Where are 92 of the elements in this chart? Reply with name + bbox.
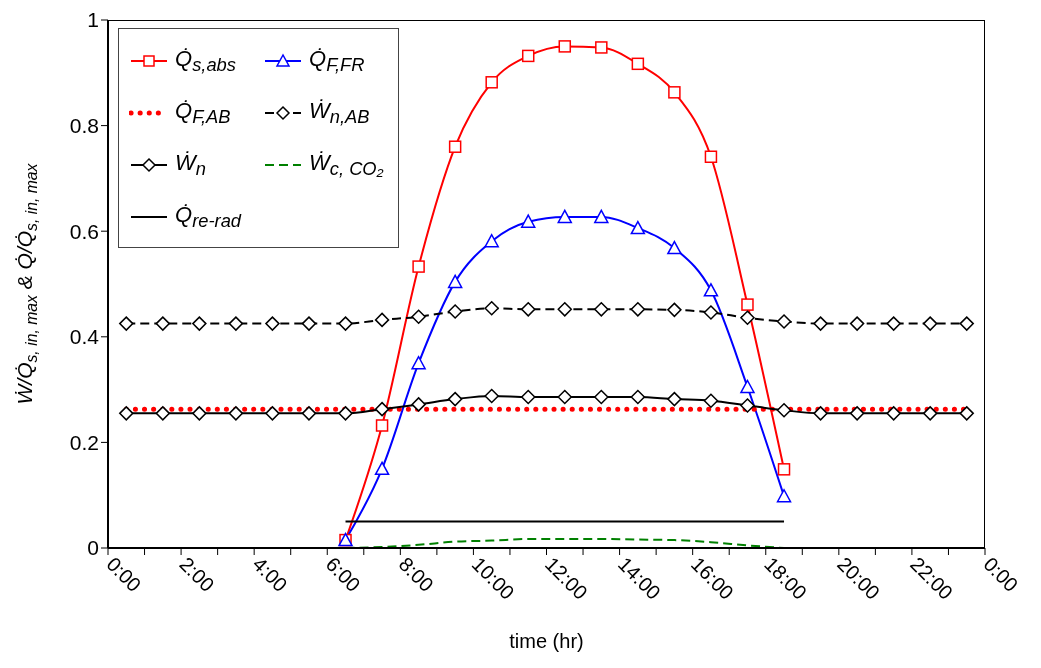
point [192,316,207,331]
point [411,355,426,370]
x-axis-title: time (hr) [509,630,584,652]
point [374,401,390,417]
x-tick-label: 0:00 [979,552,1023,596]
point [886,406,901,421]
point [447,391,463,407]
point [557,302,573,317]
point [741,298,754,311]
point [411,309,426,324]
y-tick-label: 0 [87,536,99,560]
y-tick-label: 0.4 [69,325,100,349]
y-tick-label: 0.2 [69,430,99,454]
point [594,209,609,224]
legend-label: Ẇ$_{c, CO₂}$ [309,149,384,180]
point [776,402,792,418]
point [228,316,244,331]
point [849,406,865,421]
point [520,302,536,317]
point [119,406,134,421]
point [703,283,719,297]
x-tick-label: 2:00 [175,552,219,596]
y-tick-label: 1 [87,8,99,32]
point [667,240,682,255]
legend-label: Ẇ$_{n,AB}$ [309,97,370,128]
point [520,389,536,405]
point [630,389,646,405]
x-tick-label: 6:00 [321,552,365,596]
point [484,388,499,404]
point [412,260,425,273]
point [448,140,462,153]
point [374,461,390,476]
x-tick-label: 0:00 [102,552,146,596]
legend-label: Q̇$_{re-rad}$ [175,201,242,232]
point [265,316,280,331]
point [338,406,353,421]
point [776,314,792,329]
point [959,316,974,331]
point [886,316,901,331]
point [594,302,609,317]
point [119,316,134,331]
point [667,302,682,318]
point [703,393,719,408]
legend-label: Q̇$_{F,AB}$ [175,97,231,128]
y-tick-label: 0.8 [69,114,99,138]
point [959,406,974,421]
point [631,57,645,71]
point [520,214,536,228]
point [813,316,828,331]
point [740,398,755,413]
point [484,233,499,248]
point [485,76,498,89]
point [668,86,681,99]
point [630,220,646,235]
point [447,304,463,319]
point [265,406,280,421]
legend-label: Q̇$_{s,abs}$ [175,45,236,76]
point [777,463,791,476]
point [447,274,463,289]
point [704,150,718,163]
point [301,406,317,421]
legend-label: Q̇$_{F,FR}$ [309,45,365,76]
point [374,312,390,328]
point [667,391,682,407]
point [557,389,573,405]
point [192,406,207,421]
point [484,301,499,316]
point [594,389,609,405]
point [630,302,646,317]
x-tick-label: 8:00 [394,552,438,596]
point [776,489,792,503]
point [411,397,426,412]
legend-label: Ẇ$_{n}$ [175,149,206,180]
point [922,316,938,331]
point [155,406,171,421]
point [338,316,353,331]
point [521,49,535,63]
point [155,316,171,331]
x-tick-label: 4:00 [248,552,292,596]
point [301,316,317,331]
point [228,406,244,421]
point [740,379,755,394]
point [595,41,608,54]
point [703,305,719,320]
point [558,40,572,53]
point [813,406,828,421]
point [557,209,573,224]
point [740,310,755,326]
y-tick-label: 0.6 [69,219,99,243]
point [849,316,865,331]
point [922,406,938,421]
point [375,419,389,432]
